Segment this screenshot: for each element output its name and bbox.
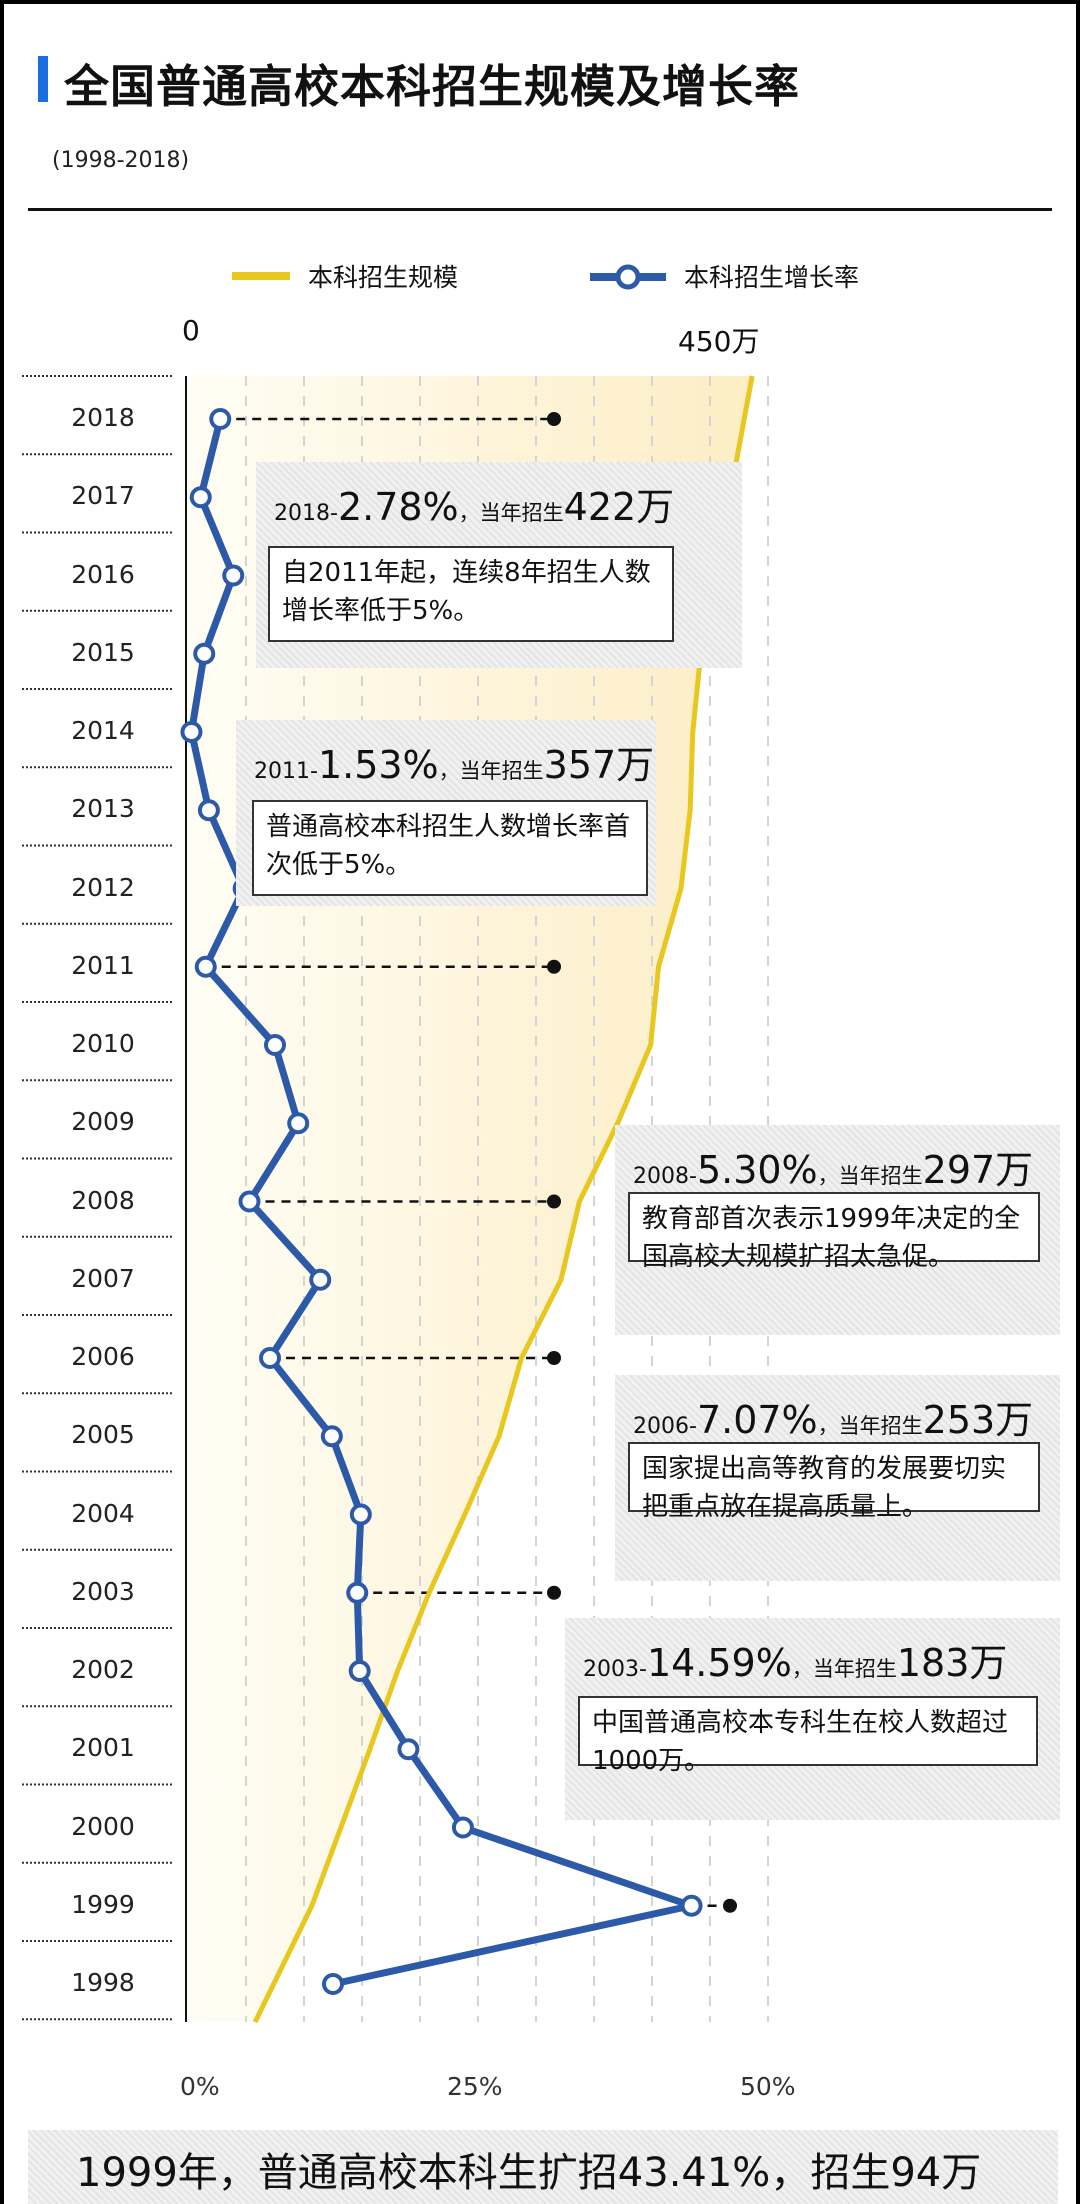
annotation-connector: ，当年招生: [817, 1414, 923, 1438]
year-label: 2005: [71, 1420, 135, 1450]
year-label: 2008: [71, 1185, 135, 1215]
rate-point: [194, 955, 217, 978]
year-label: 2003: [71, 1576, 135, 1606]
top-axis-min: 0: [182, 314, 200, 347]
annotation-heading: 2008-5.30%，当年招生297万: [633, 1139, 1060, 1194]
legend-rate-swatch: [590, 264, 666, 290]
rate-point: [209, 408, 232, 430]
year-label: 2018: [71, 403, 135, 432]
title-accent-bar: [38, 56, 48, 102]
bottom-tick-0: 0%: [180, 2072, 220, 2101]
annotation-connector: ，当年招生: [458, 501, 564, 525]
annotation-year: 2008-: [633, 1164, 697, 1189]
rate-point: [180, 721, 203, 743]
rate-point: [264, 1034, 286, 1056]
rate-point: [238, 1190, 261, 1213]
annotation-year: 2018-: [274, 501, 338, 526]
annotation-heading: 2011-1.53%，当年招生357万: [254, 734, 656, 789]
leader-dot: [547, 1351, 561, 1365]
rate-point: [346, 1581, 369, 1604]
annotation-note: 普通高校本科招生人数增长率首次低于5%。: [252, 800, 648, 896]
year-label: 2010: [71, 1029, 135, 1058]
leader-dot: [547, 1194, 561, 1209]
annotation-enrollment: 422万: [563, 485, 675, 529]
rate-point: [259, 1347, 282, 1369]
rate-point: [320, 1425, 343, 1448]
annotation-heading: 2018-2.78%，当年招生422万: [274, 476, 742, 531]
annotation-connector: ，当年招生: [817, 1164, 923, 1188]
year-label: 2016: [71, 559, 135, 589]
rate-point: [348, 1660, 371, 1682]
year-label: 2012: [71, 872, 135, 902]
annotation-enrollment: 297万: [922, 1148, 1034, 1192]
year-label: 2002: [71, 1655, 135, 1684]
year-label: 2001: [71, 1733, 135, 1763]
annotation-enrollment: 253万: [922, 1398, 1034, 1442]
year-label: 2009: [71, 1107, 135, 1137]
year-label: 2004: [71, 1498, 135, 1528]
bottom-tick-50: 50%: [740, 2072, 796, 2101]
annotation-rate: 5.30%: [696, 1148, 818, 1192]
year-label: 2014: [71, 716, 135, 745]
annotation-heading: 2006-7.07%，当年招生253万: [633, 1389, 1060, 1444]
annotation-enrollment: 357万: [543, 743, 655, 787]
rate-point: [349, 1503, 372, 1526]
rate-point: [222, 564, 245, 587]
year-label: 1999: [71, 1889, 135, 1919]
page-title: 全国普通高校本科招生规模及增长率: [64, 60, 801, 113]
year-label: 2015: [71, 637, 135, 667]
annotation-note: 教育部首次表示1999年决定的全国高校大规模扩招太急促。: [628, 1192, 1040, 1272]
annotation-rate: 7.07%: [696, 1398, 818, 1442]
rate-point: [287, 1112, 310, 1135]
rate-point: [197, 799, 220, 822]
leader-dot: [547, 412, 561, 426]
annotation-connector: ，当年招生: [791, 1657, 897, 1681]
annotation-enrollment: 183万: [896, 1641, 1008, 1685]
year-label: 2013: [71, 794, 135, 824]
annotation-note: 自2011年起，连续8年招生人数增长率低于5%。: [268, 546, 674, 642]
legend-rate-label: 本科招生增长率: [684, 263, 860, 292]
rate-point: [322, 1973, 344, 1995]
annotation-note: 国家提出高等教育的发展要切实把重点放在提高质量上。: [628, 1442, 1040, 1522]
legend-scale-swatch: [232, 272, 290, 280]
annotation-rate: 1.53%: [317, 743, 439, 787]
rate-point: [451, 1816, 474, 1839]
rate-point: [189, 486, 212, 509]
leader-dot: [723, 1898, 737, 1913]
year-label: 1998: [71, 1968, 135, 1997]
leader-dot: [547, 1585, 561, 1600]
top-axis-max: 450万: [678, 325, 760, 358]
annotation-rate: 14.59%: [646, 1641, 792, 1685]
year-label: 2006: [71, 1342, 135, 1371]
rate-point: [680, 1894, 703, 1917]
footer-banner: 1999年，普通高校本科生扩招43.41%，招生94万: [28, 2130, 1058, 2204]
annotation-year: 2006-: [633, 1414, 697, 1439]
annotation-rate: 2.78%: [337, 485, 459, 529]
year-label: 2011: [71, 950, 135, 980]
rate-point: [397, 1738, 420, 1761]
rate-point: [309, 1268, 332, 1291]
bottom-tick-25: 25%: [447, 2072, 503, 2101]
annotation-year: 2003-: [583, 1657, 647, 1682]
annotation-connector: ，当年招生: [438, 759, 544, 783]
year-label: 2007: [71, 1263, 135, 1293]
annotation-heading: 2003-14.59%，当年招生183万: [583, 1632, 1060, 1687]
leader-dot: [547, 959, 561, 974]
annotation-note: 中国普通高校本专科生在校人数超过1000万。: [578, 1696, 1038, 1776]
year-label: 2000: [71, 1811, 135, 1841]
page-subtitle: (1998-2018): [52, 148, 190, 173]
year-label: 2017: [71, 481, 135, 511]
legend-scale-label: 本科招生规模: [308, 263, 459, 292]
annotation-year: 2011-: [254, 759, 318, 784]
rate-point: [193, 642, 216, 665]
title-divider: [28, 208, 1052, 211]
